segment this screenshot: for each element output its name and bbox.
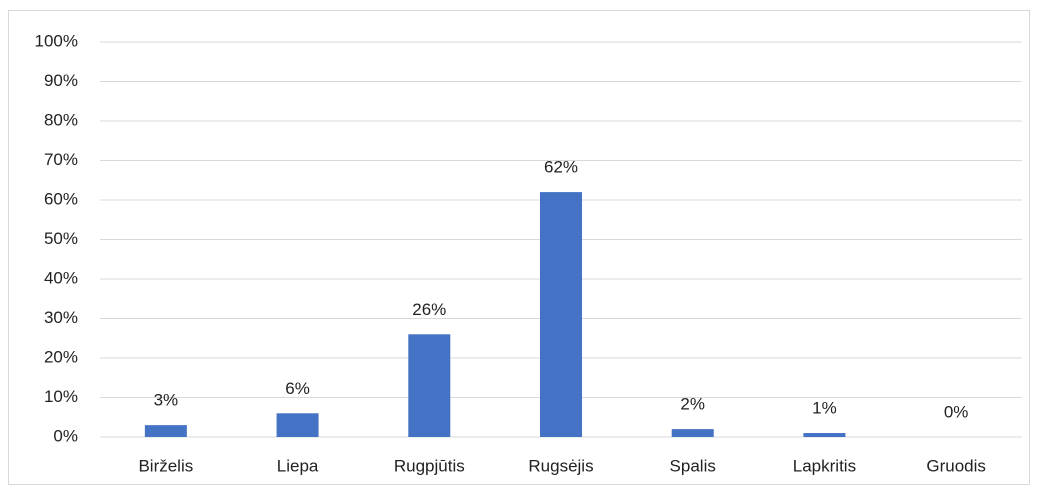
value-label: 1% bbox=[812, 399, 837, 418]
x-tick-label: Birželis bbox=[138, 456, 193, 475]
bar bbox=[671, 429, 714, 437]
y-tick-label: 90% bbox=[44, 71, 78, 90]
y-tick-label: 100% bbox=[35, 31, 78, 50]
chart-border bbox=[8, 10, 1030, 485]
y-tick-label: 70% bbox=[44, 150, 78, 169]
value-label: 6% bbox=[285, 379, 310, 398]
bar bbox=[276, 413, 319, 437]
y-tick-label: 30% bbox=[44, 308, 78, 327]
y-tick-label: 60% bbox=[44, 189, 78, 208]
y-tick-label: 40% bbox=[44, 268, 78, 287]
value-label: 26% bbox=[412, 300, 446, 319]
value-label: 2% bbox=[680, 395, 705, 414]
y-tick-label: 10% bbox=[44, 387, 78, 406]
y-tick-label: 0% bbox=[53, 426, 78, 445]
bar bbox=[144, 425, 187, 437]
y-tick-label: 80% bbox=[44, 110, 78, 129]
x-tick-label: Liepa bbox=[277, 456, 319, 475]
value-label: 3% bbox=[154, 391, 179, 410]
bar bbox=[540, 192, 582, 437]
x-tick-label: Lapkritis bbox=[793, 456, 856, 475]
y-tick-label: 50% bbox=[44, 229, 78, 248]
bar bbox=[803, 433, 846, 437]
x-tick-label: Gruodis bbox=[926, 456, 986, 475]
value-label: 62% bbox=[544, 158, 578, 177]
bar bbox=[408, 334, 451, 437]
x-tick-label: Spalis bbox=[670, 456, 716, 475]
x-tick-label: Rugpjūtis bbox=[394, 456, 465, 475]
value-label: 0% bbox=[944, 402, 969, 421]
x-tick-label: Rugsėjis bbox=[528, 456, 593, 475]
y-tick-label: 20% bbox=[44, 347, 78, 366]
